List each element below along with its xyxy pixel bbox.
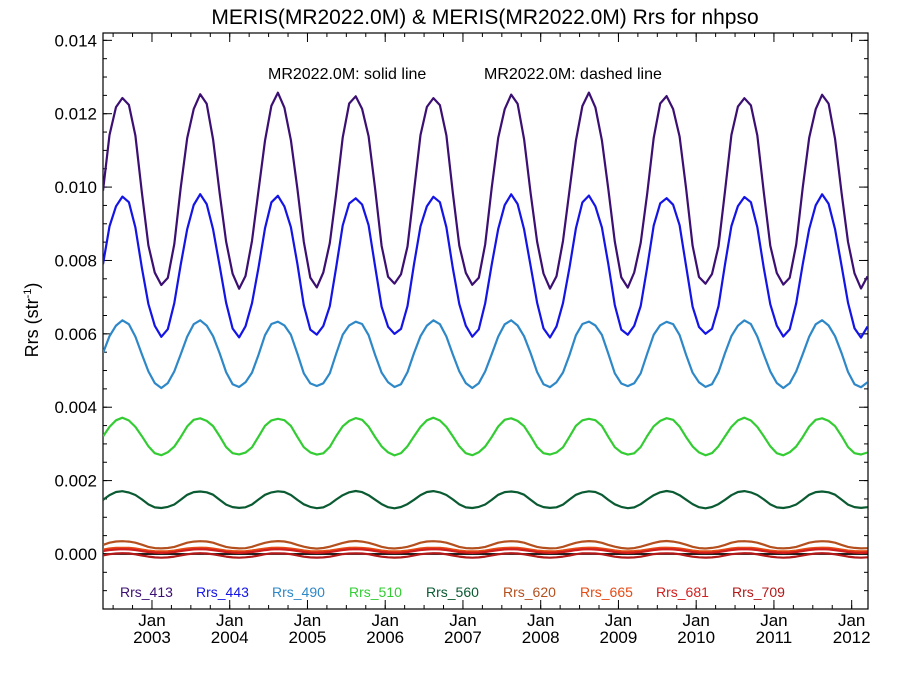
x-tick-label-month: Jan	[138, 611, 165, 630]
x-tick-label-year: 2012	[833, 628, 871, 647]
y-axis-label-main: Rrs (str	[22, 298, 42, 357]
series-line-rrs-681	[103, 548, 868, 554]
x-tick-label-month: Jan	[838, 611, 865, 630]
y-tick-label: 0.010	[54, 178, 97, 197]
y-tick-label: 0.000	[54, 545, 97, 564]
series-line-rrs-560	[103, 489, 868, 510]
x-tick-label-year: 2009	[600, 628, 638, 647]
x-tick-label-month: Jan	[682, 611, 709, 630]
x-tick-label-month: Jan	[760, 611, 787, 630]
series-line-rrs-443	[103, 193, 868, 339]
series-line-rrs-709	[103, 552, 868, 559]
x-tick-label-year: 2010	[677, 628, 715, 647]
series-line-rrs-510	[103, 416, 868, 457]
y-tick-label: 0.006	[54, 325, 97, 344]
legend-item-rrs-490: Rrs_490	[272, 584, 325, 600]
y-axis-label-close: )	[22, 283, 42, 289]
legend-item-rrs-413: Rrs_413	[120, 584, 173, 600]
x-tick-label-year: 2003	[133, 628, 171, 647]
chart-title: MERIS(MR2022.0M) & MERIS(MR2022.0M) Rrs …	[211, 6, 758, 29]
x-tick-label-year: 2006	[366, 628, 404, 647]
svg-text:Rrs (str-1): Rrs (str-1)	[22, 283, 42, 358]
series-line-rrs-665	[103, 546, 868, 553]
x-tick-label-year: 2004	[211, 628, 249, 647]
y-tick-label: 0.008	[54, 251, 97, 270]
x-tick-label-month: Jan	[605, 611, 632, 630]
y-axis-label: Rrs (str-1)	[22, 283, 42, 358]
series-line-rrs-413	[103, 91, 868, 290]
annotation-dashed-line: MR2022.0M: dashed line	[484, 66, 662, 83]
legend-item-rrs-560: Rrs_560	[426, 584, 479, 600]
plot-area-frame	[102, 32, 869, 610]
legend-item-rrs-620: Rrs_620	[503, 584, 556, 600]
y-tick-label: 0.012	[54, 105, 97, 124]
legend-item-rrs-665: Rrs_665	[580, 584, 633, 600]
y-tick-label: 0.014	[54, 31, 97, 50]
x-tick-label-year: 2007	[444, 628, 482, 647]
x-tick-label-year: 2005	[289, 628, 327, 647]
annotation-solid-line: MR2022.0M: solid line	[268, 66, 426, 83]
x-tick-label-month: Jan	[449, 611, 476, 630]
x-tick-label-month: Jan	[527, 611, 554, 630]
legend-item-rrs-709: Rrs_709	[732, 584, 785, 600]
x-tick-label-month: Jan	[294, 611, 321, 630]
series-line-rrs-620	[103, 539, 868, 550]
x-tick-label-month: Jan	[216, 611, 243, 630]
legend-item-rrs-510: Rrs_510	[349, 584, 402, 600]
x-tick-label-year: 2008	[522, 628, 560, 647]
y-tick-label: 0.002	[54, 472, 97, 491]
x-tick-label-year: 2011	[756, 628, 793, 647]
plot-layer: 0.000 0.002 0.004 0.006 0.008 0.010 0.012 0.014…	[54, 31, 870, 647]
series-line-rrs-490	[103, 319, 868, 390]
x-tick-label-month: Jan	[371, 611, 398, 630]
y-axis-label-sup: -1	[22, 289, 34, 299]
legend-item-rrs-681: Rrs_681	[656, 584, 709, 600]
y-tick-label: 0.004	[54, 398, 97, 417]
legend-item-rrs-443: Rrs_443	[196, 584, 249, 600]
